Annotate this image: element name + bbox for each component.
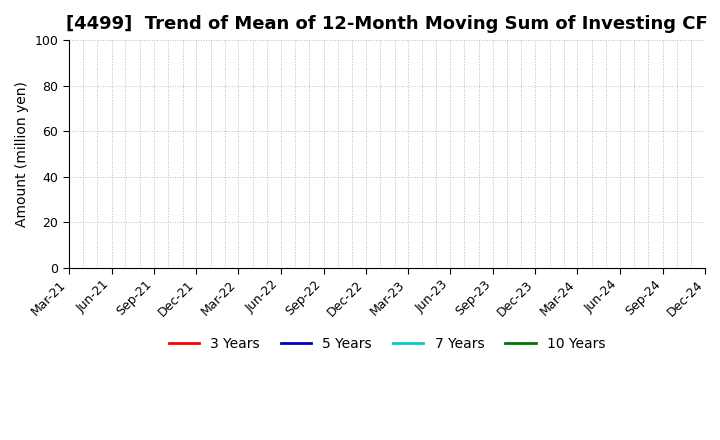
Title: [4499]  Trend of Mean of 12-Month Moving Sum of Investing CF: [4499] Trend of Mean of 12-Month Moving … <box>66 15 708 33</box>
Legend: 3 Years, 5 Years, 7 Years, 10 Years: 3 Years, 5 Years, 7 Years, 10 Years <box>163 331 611 356</box>
Y-axis label: Amount (million yen): Amount (million yen) <box>15 81 29 227</box>
